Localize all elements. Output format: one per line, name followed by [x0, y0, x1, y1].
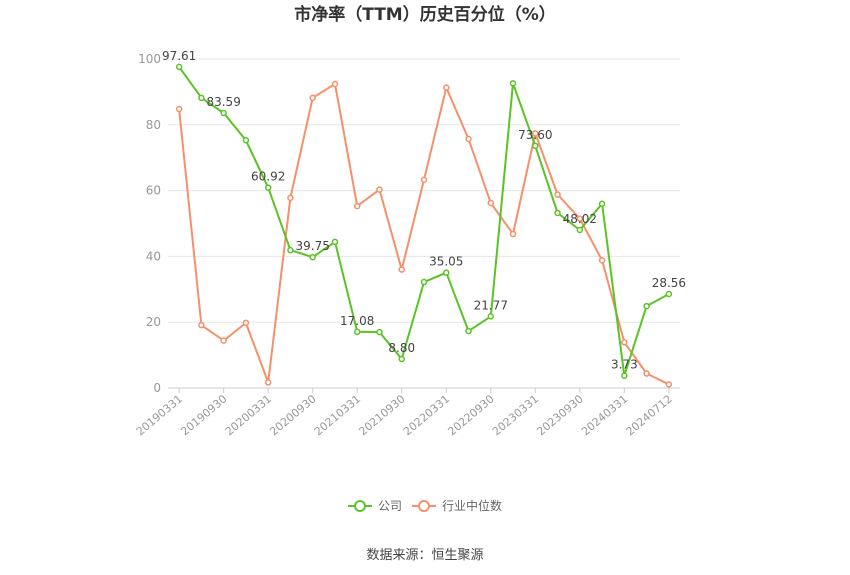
legend-marker-0 — [354, 500, 366, 512]
data-point[interactable] — [665, 381, 673, 388]
data-point[interactable] — [398, 266, 405, 273]
data-point[interactable] — [331, 238, 339, 246]
x-tick-label: 20240331 — [579, 392, 630, 438]
data-label: 48.02 — [563, 212, 597, 226]
y-tick-label: 40 — [146, 249, 161, 263]
x-tick-label: 20230331 — [490, 392, 541, 438]
data-label: 83.59 — [206, 95, 240, 109]
data-point[interactable] — [287, 246, 294, 254]
legend-label-1[interactable]: 行业中位数 — [442, 498, 502, 513]
data-point[interactable] — [220, 109, 227, 117]
y-tick-label: 20 — [146, 315, 161, 329]
data-point[interactable] — [242, 319, 250, 327]
x-tick-label: 20220930 — [445, 392, 496, 438]
data-point[interactable] — [443, 84, 450, 91]
data-point[interactable] — [576, 215, 584, 222]
legend-marker-1 — [418, 500, 430, 512]
data-labels: 97.61 83.59 60.92 39.75 17.08 8.80 35.05 21.77 7… — [162, 49, 686, 372]
legend-label-0[interactable]: 公司 — [378, 499, 402, 513]
x-tick-label: 20240712 — [624, 392, 675, 438]
x-tick-label: 20200930 — [267, 392, 318, 438]
data-point[interactable] — [576, 226, 584, 234]
x-tick-label: 20190331 — [134, 392, 185, 438]
data-label: 35.05 — [429, 255, 463, 269]
data-point[interactable] — [175, 63, 183, 71]
data-point[interactable] — [465, 327, 472, 335]
data-label: 28.56 — [652, 276, 686, 290]
data-point[interactable] — [309, 253, 316, 261]
x-tick-label: 20200331 — [223, 392, 274, 438]
data-point[interactable] — [598, 200, 606, 208]
data-point[interactable] — [509, 80, 517, 87]
data-label: 8.80 — [388, 341, 415, 355]
data-label: 21.77 — [474, 298, 508, 312]
data-point[interactable] — [532, 130, 539, 137]
data-point[interactable] — [175, 105, 183, 113]
x-axis: 2019033120190930202003312020093020210331… — [134, 388, 675, 438]
series-line-1 — [178, 83, 670, 386]
data-point[interactable] — [353, 328, 361, 336]
data-point[interactable] — [309, 94, 316, 102]
data-point[interactable] — [487, 199, 495, 207]
x-tick-label: 20210930 — [356, 392, 407, 438]
data-point[interactable] — [198, 321, 205, 329]
data-point[interactable] — [376, 186, 383, 193]
data-point[interactable] — [643, 370, 650, 377]
y-axis-ticks: 0 20 40 60 80 100 — [138, 52, 161, 395]
source-note: 数据来源：恒生聚源 — [366, 548, 483, 563]
x-tick-label: 20210331 — [312, 392, 363, 438]
series-layer — [175, 63, 673, 388]
data-point[interactable] — [331, 80, 339, 88]
data-point[interactable] — [465, 135, 472, 143]
data-point[interactable] — [353, 202, 361, 210]
data-point[interactable] — [420, 278, 428, 286]
data-point[interactable] — [264, 184, 272, 191]
data-point[interactable] — [643, 302, 650, 310]
x-tick-label: 20190930 — [178, 392, 229, 438]
y-tick-label: 0 — [153, 381, 161, 395]
data-point[interactable] — [376, 328, 383, 336]
data-point[interactable] — [264, 379, 272, 386]
grid — [168, 58, 680, 389]
data-label: 97.61 — [162, 49, 196, 63]
data-point[interactable] — [287, 194, 294, 202]
data-point[interactable] — [598, 257, 606, 264]
data-point[interactable] — [398, 355, 405, 363]
legend[interactable]: 公司 行业中位数 — [348, 498, 502, 513]
data-point[interactable] — [532, 142, 539, 150]
x-tick-label: 20220331 — [401, 392, 452, 438]
data-label: 3.73 — [611, 358, 638, 372]
y-tick-label: 80 — [146, 118, 161, 132]
data-point[interactable] — [198, 94, 205, 102]
data-point[interactable] — [554, 191, 561, 198]
data-point[interactable] — [487, 313, 495, 320]
data-point[interactable] — [220, 337, 227, 344]
data-label: 17.08 — [340, 314, 374, 328]
x-tick-label: 20230930 — [534, 392, 585, 438]
data-label: 73.60 — [518, 128, 552, 142]
data-point[interactable] — [509, 230, 517, 238]
data-label: 39.75 — [296, 239, 330, 253]
data-point[interactable] — [242, 137, 250, 144]
y-tick-label: 100 — [138, 52, 161, 66]
data-point[interactable] — [621, 372, 628, 379]
chart-title: 市净率（TTM）历史百分位（%） — [294, 4, 556, 25]
data-point[interactable] — [420, 176, 428, 183]
data-point[interactable] — [554, 209, 561, 217]
data-label: 60.92 — [251, 170, 285, 184]
y-tick-label: 60 — [146, 184, 161, 198]
data-point[interactable] — [443, 269, 450, 276]
data-point[interactable] — [665, 290, 673, 298]
data-point[interactable] — [621, 339, 628, 346]
